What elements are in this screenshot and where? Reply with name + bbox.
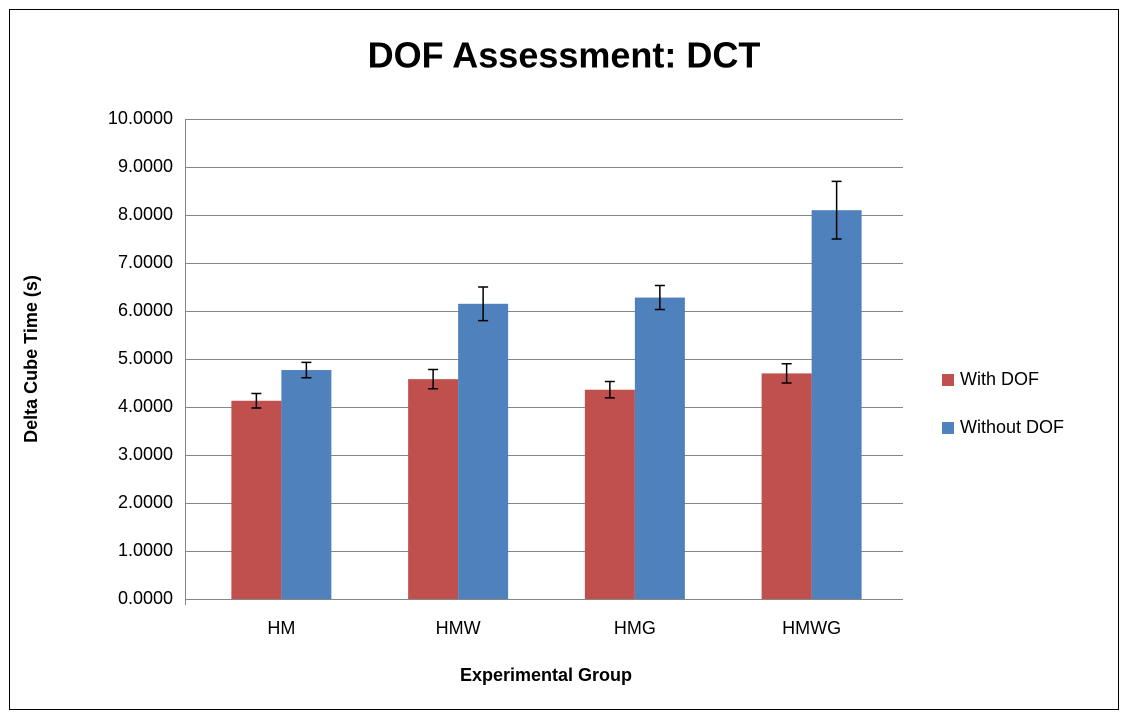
y-tick-label: 2.0000 (118, 492, 173, 512)
x-tick-label: HM (267, 618, 295, 638)
y-tick-label: 7.0000 (118, 252, 173, 272)
error-bar (301, 361, 312, 379)
y-tick-label: 4.0000 (118, 396, 173, 416)
y-tick-label: 5.0000 (118, 348, 173, 368)
y-tick-label: 1.0000 (118, 540, 173, 560)
x-tick-label: HMW (436, 618, 481, 638)
bar (281, 370, 332, 599)
error-bar (831, 180, 842, 240)
y-tick-label: 9.0000 (118, 156, 173, 176)
x-axis-label: Experimental Group (460, 665, 632, 685)
y-tick-label: 10.0000 (108, 108, 173, 128)
bar (584, 389, 635, 599)
y-tick-label: 0.0000 (118, 588, 173, 608)
error-bar (781, 363, 792, 384)
error-bar (604, 380, 615, 399)
error-bar (654, 284, 665, 311)
bar (634, 297, 685, 599)
bar (811, 210, 862, 599)
legend-swatch (942, 374, 954, 386)
y-tick-label: 3.0000 (118, 444, 173, 464)
error-bar (478, 286, 489, 322)
bar (761, 373, 812, 599)
legend-swatch (942, 422, 954, 434)
error-bar (428, 368, 439, 390)
error-bar (251, 392, 262, 409)
legend-label: With DOF (960, 369, 1039, 389)
y-tick-label: 6.0000 (118, 300, 173, 320)
bar (408, 379, 459, 599)
bar (231, 400, 282, 599)
bar (458, 303, 509, 599)
x-tick-label: HMWG (782, 618, 841, 638)
chart-title: DOF Assessment: DCT (368, 35, 761, 76)
legend-label: Without DOF (960, 417, 1064, 437)
y-axis-label: Delta Cube Time (s) (21, 275, 41, 443)
y-tick-label: 8.0000 (118, 204, 173, 224)
x-tick-label: HMG (614, 618, 656, 638)
